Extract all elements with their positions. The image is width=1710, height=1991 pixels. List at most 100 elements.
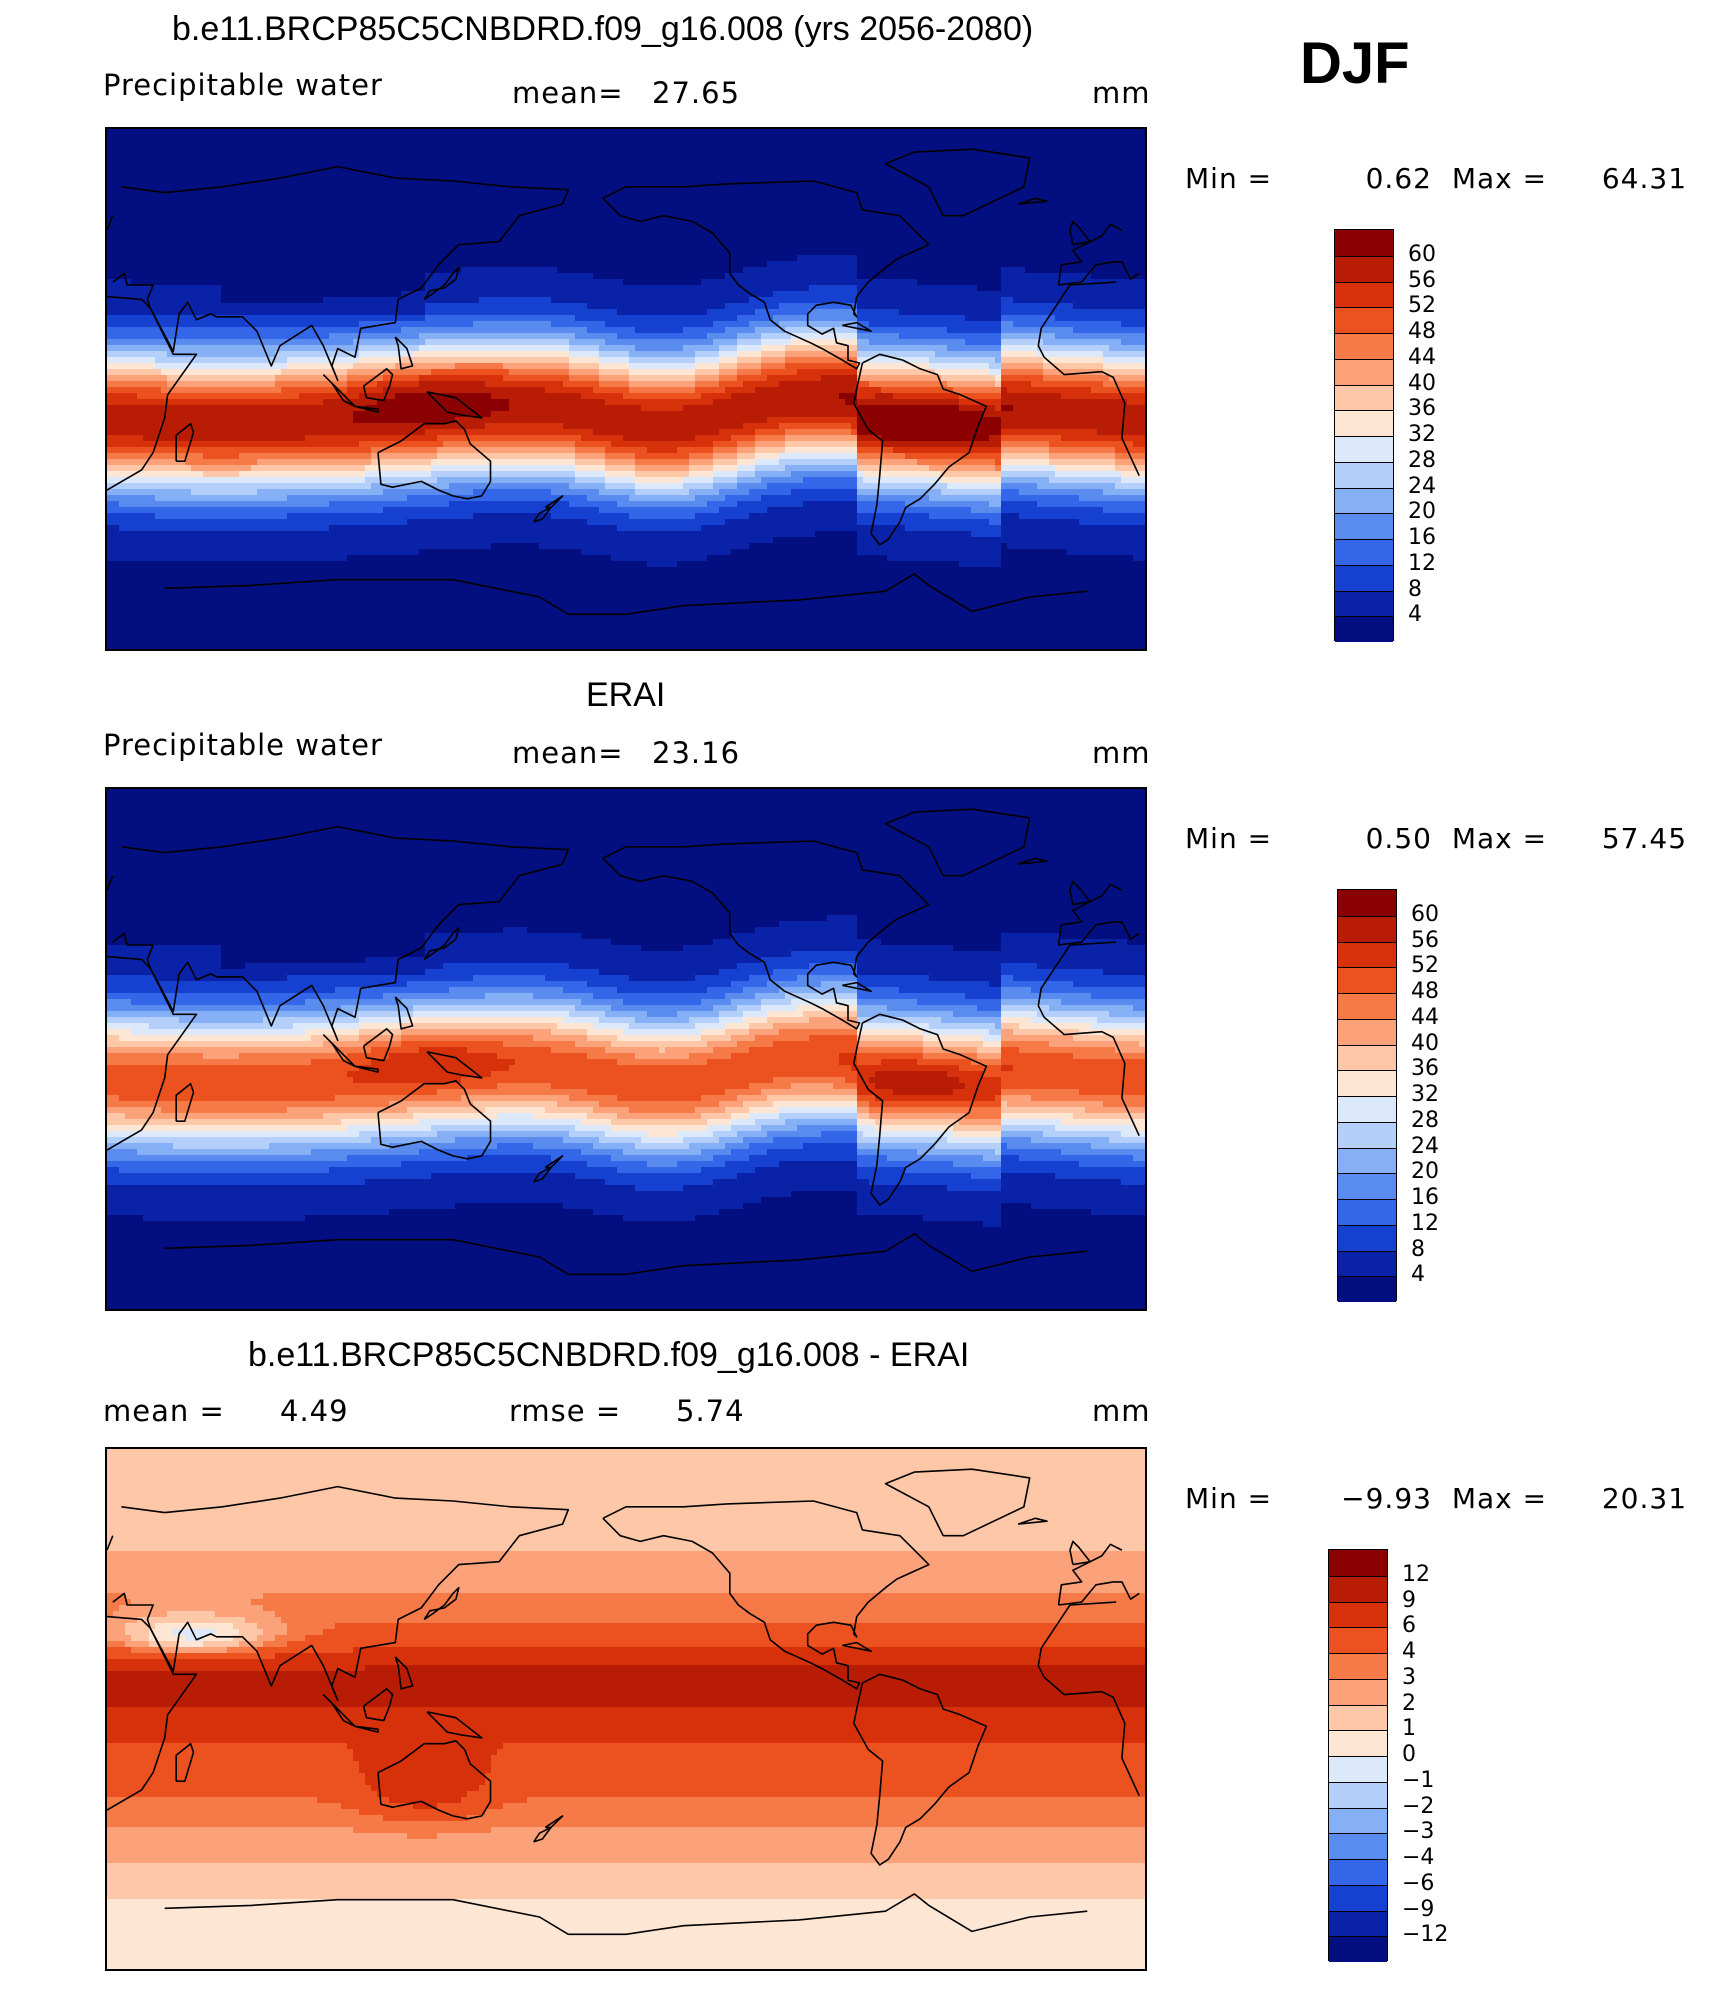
colorbar-tick-label: −6 [1402,1870,1435,1896]
colorbar-swatch [1338,941,1396,968]
colorbar-swatch [1335,539,1393,565]
colorbar-swatch [1335,487,1393,514]
colorbar-tick-label: 48 [1408,319,1436,344]
colorbar-swatch [1335,384,1393,411]
colorbar-scale [1337,889,1397,1302]
colorbar-tick-label: 56 [1411,927,1439,953]
colorbar-tick-label: 60 [1411,901,1439,927]
colorbar: 60 56 52 48 44 40 36 32 28 24 20 16 12 8 4 [1337,889,1507,1302]
colorbar-swatch [1329,1653,1387,1679]
colorbar-tick-label: 12 [1402,1561,1430,1587]
colorbar-swatch [1335,358,1393,385]
colorbar: 12 9 6 4 3 2 1 0 −1 −2 −3 −4 −6 −9 −12 [1328,1549,1498,1962]
variable-label: Precipitable water [103,68,383,102]
difference-map [105,1447,1147,1971]
colorbar-tick-label: 0 [1402,1742,1416,1767]
colorbar-tick-label: 2 [1402,1690,1416,1716]
colorbar-tick-label: 1 [1402,1716,1416,1742]
min-label: Min = [1185,162,1273,195]
colorbar-swatch [1335,255,1393,282]
minmax-readout: Min = −9.93 Max = 20.31 [1185,1482,1687,1515]
colorbar-swatch [1338,1147,1396,1174]
colorbar-swatch [1329,1550,1387,1576]
colorbar-tick-label: 32 [1408,422,1436,447]
colorbar-tick-label: 28 [1408,447,1436,473]
colorbar-tick-label: −2 [1402,1793,1435,1819]
min-value: 0.50 [1365,822,1432,855]
colorbar-tick-label: 20 [1408,499,1436,525]
colorbar-swatch [1335,616,1393,642]
max-value: 64.31 [1601,162,1688,195]
units-label: mm [1092,1394,1151,1428]
colorbar-swatch [1338,1199,1396,1225]
precipitable-water-map [105,127,1147,651]
minmax-readout: Min = 0.50 Max = 57.45 [1185,822,1687,855]
colorbar-tick-label: 52 [1408,293,1436,319]
colorbar-swatch [1338,1018,1396,1045]
colorbar-tick-label: −9 [1402,1896,1435,1922]
units-label: mm [1092,76,1151,110]
colorbar-tick-label: −1 [1402,1767,1435,1793]
colorbar-tick-label: 16 [1411,1185,1439,1210]
colorbar-tick-label: 36 [1411,1056,1439,1082]
season-label: DJF [1300,31,1410,96]
colorbar-scale [1334,229,1394,642]
colorbar-tick-label: 24 [1408,473,1436,499]
max-label: Max = [1451,822,1548,855]
min-value: 0.62 [1365,162,1432,195]
colorbar-swatch [1338,915,1396,942]
colorbar-scale [1328,1549,1388,1962]
min-label: Min = [1185,1482,1273,1515]
contour-fill [107,129,1145,649]
min-label: Min = [1185,822,1273,855]
colorbar-swatch [1329,1910,1387,1937]
colorbar-tick-label: 40 [1411,1030,1439,1056]
colorbar-tick-label: 16 [1408,525,1436,550]
mean-value: 27.65 [652,76,741,110]
coastlines [107,148,1140,616]
colorbar-swatch [1335,307,1393,333]
mean-value: 4.49 [280,1394,349,1428]
units-label: mm [1092,736,1151,770]
rmse-value: 5.74 [676,1394,745,1428]
colorbar-swatch [1329,1884,1387,1911]
colorbar-tick-label: 4 [1402,1639,1416,1664]
colorbar-tick-label: 4 [1408,602,1422,628]
minmax-readout: Min = 0.62 Max = 64.31 [1185,162,1687,195]
colorbar-tick-label: 12 [1411,1210,1439,1236]
colorbar-swatch [1335,281,1393,308]
colorbar-swatch [1338,1276,1396,1302]
colorbar-tick-label: 44 [1411,1004,1439,1030]
colorbar-tick-label: 60 [1408,241,1436,267]
colorbar-swatch [1329,1807,1387,1834]
max-value: 20.31 [1601,1482,1688,1515]
colorbar-tick-label: 4 [1411,1262,1425,1288]
min-value: −9.93 [1341,1482,1432,1515]
colorbar-tick-label: 3 [1402,1664,1416,1690]
mean-label: mean= [512,76,624,110]
colorbar-swatch [1338,1044,1396,1071]
panel-title: b.e11.BRCP85C5CNBDRD.f09_g16.008 - ERAI [248,1336,970,1374]
colorbar-tick-label: 20 [1411,1159,1439,1185]
colorbar-tick-label: 52 [1411,953,1439,979]
colorbar-tick-label: −4 [1402,1845,1435,1870]
colorbar-swatch [1338,1173,1396,1199]
colorbar-tick-label: 24 [1411,1133,1439,1159]
colorbar-swatch [1338,967,1396,993]
colorbar-swatch [1338,993,1396,1019]
colorbar-tick-label: 8 [1408,576,1422,602]
mean-label: mean = [103,1394,225,1428]
colorbar-tick-label: 9 [1402,1587,1416,1613]
colorbar-swatch [1329,1833,1387,1859]
colorbar-swatch [1329,1601,1387,1628]
colorbar-swatch [1329,1936,1387,1962]
colorbar-tick-label: 36 [1408,396,1436,422]
colorbar-swatch [1329,1756,1387,1782]
colorbar-swatch [1338,890,1396,916]
colorbar-swatch [1335,230,1393,256]
colorbar-swatch [1338,1070,1396,1096]
colorbar-swatch [1329,1704,1387,1731]
precipitable-water-map [105,787,1147,1311]
colorbar-tick-label: −12 [1402,1922,1449,1948]
colorbar-swatch [1335,513,1393,539]
